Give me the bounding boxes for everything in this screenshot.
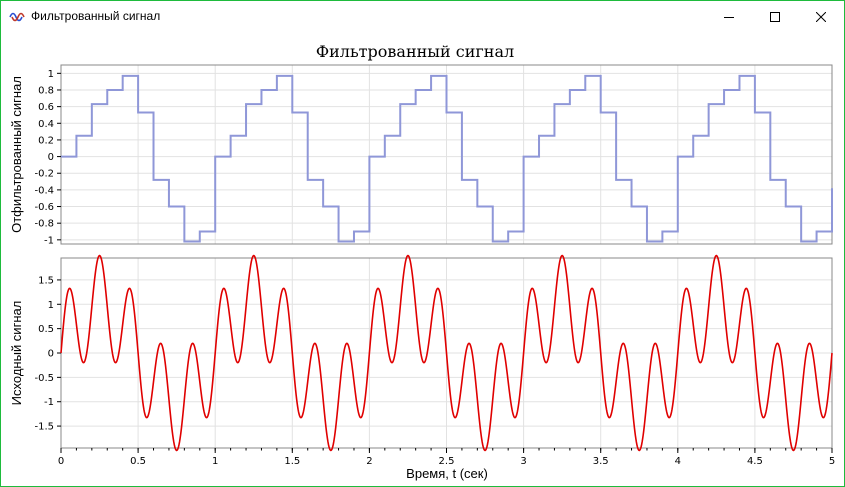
maximize-icon (770, 11, 780, 22)
filtered-signal-line (61, 74, 833, 243)
source-signal-line (60, 254, 833, 452)
x-axis-label: Время, t (сек) (406, 466, 488, 481)
top-y-tick-label: 1 (48, 69, 54, 80)
bottom-y-tick-label: 0 (48, 349, 54, 360)
top-y-tick-label: -0.4 (34, 185, 54, 196)
bottom-y-tick-label: -0.5 (34, 373, 54, 384)
close-icon (816, 11, 826, 22)
top-y-tick-label: 0.2 (38, 135, 54, 146)
bottom-y-tick-label: 0.5 (38, 324, 54, 335)
title-bar[interactable]: Фильтрованный сигнал (1, 1, 844, 32)
bottom-y-tick-label: 1 (48, 300, 54, 311)
x-tick-label: 2.5 (439, 456, 455, 467)
top-y-tick-label: 0 (48, 152, 54, 163)
bottom-y-axis-label: Исходный сигнал (9, 301, 24, 406)
bottom-y-tick-label: -1.5 (34, 422, 54, 433)
chart-title: Фильтрованный сигнал (316, 42, 514, 61)
plot-area: Фильтрованный сигнал -1 -0.8 -0.6 -0.4 -0.2 0… (9, 42, 835, 481)
x-tick-label: 1.5 (284, 456, 300, 467)
x-tick-label: 3 (520, 456, 526, 467)
close-button[interactable] (798, 1, 844, 32)
x-tick-label: 4.5 (747, 456, 763, 467)
bottom-y-ticks: -1.5 -1 -0.5 0 0.5 1 1.5 (34, 275, 61, 433)
top-y-tick-label: -0.2 (34, 169, 54, 180)
top-y-tick-label: -0.6 (34, 202, 54, 213)
x-tick-label: 4 (675, 456, 681, 467)
x-tick-label: 0.5 (130, 456, 146, 467)
x-tick-label: 0 (58, 456, 64, 467)
minimize-button[interactable] (706, 1, 752, 32)
top-y-tick-label: 0.6 (38, 102, 54, 113)
bottom-y-tick-label: -1 (44, 397, 54, 408)
minimize-icon (724, 16, 734, 18)
top-plot-frame (60, 64, 833, 245)
top-y-tick-label: 0.4 (38, 119, 54, 130)
x-tick-label: 1 (212, 456, 218, 467)
app-icon (9, 12, 25, 22)
bottom-y-tick-label: 1.5 (38, 275, 54, 286)
top-y-ticks: -1 -0.8 -0.6 -0.4 -0.2 0 0.2 0.4 0.6 0.8 1 (34, 69, 61, 246)
x-axis-ticks: 0 0.5 1 1.5 2 2.5 3 3.5 4 4.5 5 (58, 448, 835, 467)
top-y-axis-label: Отфильтрованный сигнал (9, 76, 24, 233)
top-y-tick-label: -0.8 (34, 219, 54, 230)
x-tick-label: 2 (366, 456, 372, 467)
x-tick-label: 3.5 (593, 456, 609, 467)
window-title: Фильтрованный сигнал (31, 9, 161, 23)
x-tick-label: 5 (829, 456, 835, 467)
top-y-tick-label: 0.8 (38, 85, 54, 96)
top-y-tick-label: -1 (44, 235, 54, 246)
maximize-button[interactable] (752, 1, 798, 32)
